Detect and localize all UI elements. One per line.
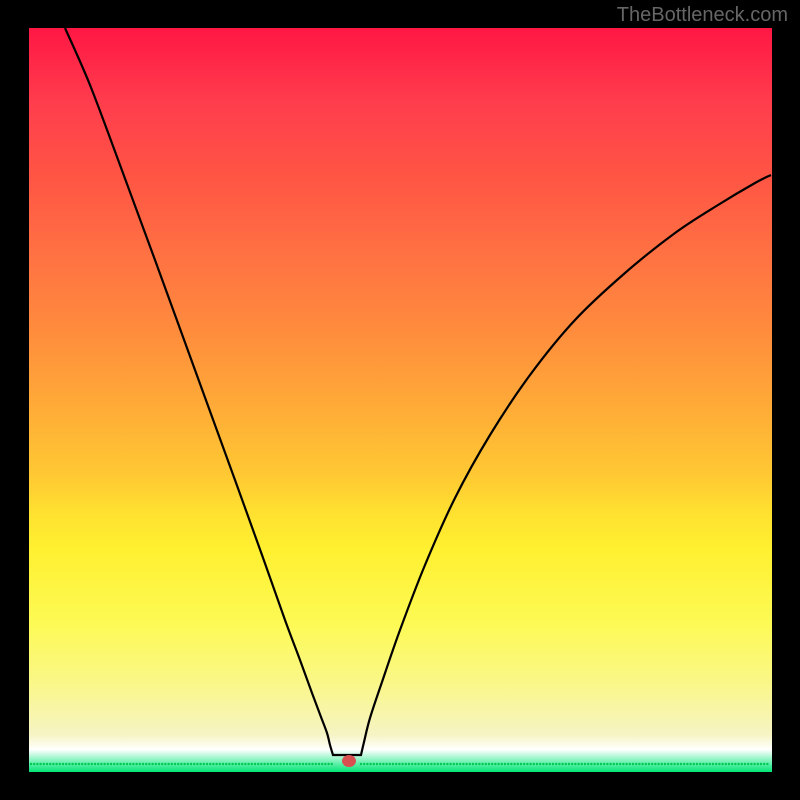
watermark-text: TheBottleneck.com	[617, 4, 788, 27]
green-dots-band	[0, 0, 800, 800]
